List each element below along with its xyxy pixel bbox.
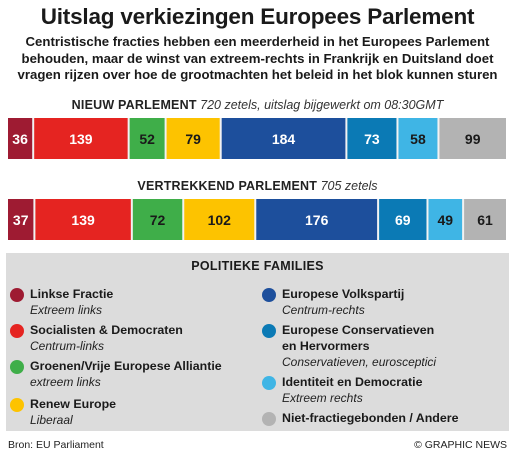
legend-panel: [6, 253, 509, 431]
dot-icon: [262, 376, 276, 390]
legend-item-description: Liberaal: [30, 413, 73, 427]
bar-segment-label: 49: [438, 212, 454, 228]
new-parliament-title: NIEUW PARLEMENT: [71, 98, 197, 112]
credit-note: © GRAPHIC NEWS: [414, 439, 507, 451]
bar-segment: [8, 199, 34, 240]
bar-segment-label: 99: [465, 131, 481, 147]
legend-item-name: Niet-fractiegebonden / Andere: [282, 411, 459, 425]
subtitle-line: Centristische fracties hebben een meerde…: [25, 34, 490, 49]
bar-segment: [398, 118, 438, 159]
bar-segment: [132, 199, 183, 240]
legend-item-description: Centrum-links: [30, 339, 105, 353]
new-parliament-bar: 36 139 52 79 184 73 58 99: [8, 118, 506, 159]
bar-segment-label: 102: [208, 212, 232, 228]
bar-segment-label: 69: [395, 212, 411, 228]
bar-segment: [428, 199, 463, 240]
legend-item-name: Renew Europe: [30, 397, 117, 411]
bar-segment-label: 52: [139, 131, 155, 147]
bar-segment: [256, 199, 378, 240]
legend-item-name: Linkse Fractie: [30, 287, 114, 301]
bar-segment: [347, 118, 397, 159]
dot-icon: [10, 324, 24, 338]
legend-item-name-line2: en Hervormers: [282, 339, 370, 353]
bar-segment-label: 37: [13, 212, 29, 228]
bar-segment: [129, 118, 165, 159]
bar-segment-label: 61: [477, 212, 493, 228]
outgoing-parliament-label: VERTREKKEND PARLEMENT 705 zetels: [0, 179, 515, 193]
bar-segment: [166, 118, 220, 159]
legend-item-description: Extreem rechts: [282, 391, 363, 405]
bar-segment: [34, 118, 128, 159]
dot-icon: [10, 360, 24, 374]
outgoing-parliament-title: VERTREKKEND PARLEMENT: [137, 179, 318, 193]
legend-item-name: Socialisten & Democraten: [30, 323, 183, 337]
legend-item-description: extreem links: [30, 375, 101, 389]
legend-title: POLITIEKE FAMILIES: [191, 259, 324, 273]
legend-item-description: Centrum-rechts: [282, 303, 365, 317]
bar-segment: [221, 118, 346, 159]
new-parliament-detail: 720 zetels, uitslag bijgewerkt om 08:30G…: [200, 98, 444, 112]
legend-item-description: Extreem links: [30, 303, 103, 317]
source-note: Bron: EU Parliament: [8, 439, 104, 451]
bar-segment-label: 139: [71, 212, 95, 228]
legend-item-name: Identiteit en Democratie: [282, 375, 423, 389]
dot-icon: [262, 288, 276, 302]
bar-segment-label: 36: [12, 131, 28, 147]
legend-item-description: Conservatieven, eurosceptici: [282, 355, 437, 369]
bar-segment: [464, 199, 506, 240]
outgoing-parliament-bar: 37 139 72 102 176 69 49 61: [8, 199, 506, 240]
dot-icon: [262, 324, 276, 338]
bar-segment-label: 73: [364, 131, 380, 147]
outgoing-parliament-detail: 705 zetels: [320, 179, 378, 193]
bar-segment-label: 72: [150, 212, 166, 228]
bar-segment: [184, 199, 255, 240]
bar-segment: [8, 118, 33, 159]
bar-segment: [439, 118, 506, 159]
page-title: Uitslag verkiezingen Europees Parlement: [40, 4, 475, 29]
subtitle: Centristische fracties hebben een meerde…: [6, 34, 509, 84]
legend-item-name: Europese Volkspartij: [282, 287, 405, 301]
legend-item-name: Groenen/Vrije Europese Alliantie: [30, 359, 222, 373]
bar-segment: [35, 199, 131, 240]
legend-item-name: Europese Conservatieven: [282, 323, 435, 337]
subtitle-line: vragen rijzen over hoe de grootmachten h…: [17, 67, 498, 82]
dot-icon: [10, 398, 24, 412]
dot-icon: [10, 288, 24, 302]
dot-icon: [262, 412, 276, 426]
bar-segment: [379, 199, 427, 240]
bar-segment-label: 176: [305, 212, 329, 228]
bar-segment-label: 79: [185, 131, 201, 147]
bar-segment-label: 139: [69, 131, 93, 147]
subtitle-line: behouden, maar de winst van extreem-rech…: [21, 50, 494, 66]
new-parliament-label: NIEUW PARLEMENT 720 zetels, uitslag bijg…: [0, 98, 515, 112]
bar-segment-label: 58: [410, 131, 426, 147]
bar-segment-label: 184: [272, 131, 296, 147]
